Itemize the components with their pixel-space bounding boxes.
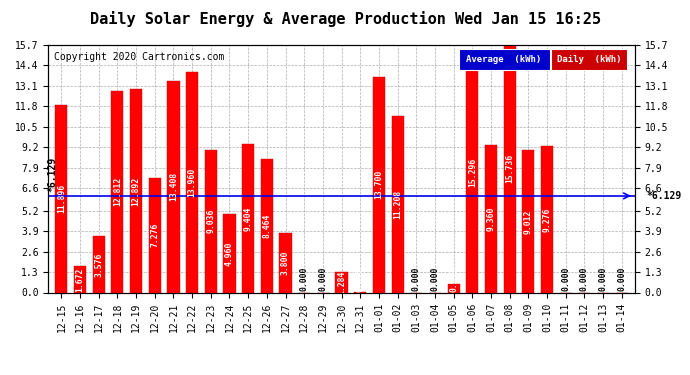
- Text: 11.896: 11.896: [57, 184, 66, 213]
- Text: 0.000: 0.000: [299, 267, 308, 291]
- Text: 0.548: 0.548: [449, 267, 458, 292]
- Text: 13.408: 13.408: [169, 172, 178, 201]
- Text: 0.016: 0.016: [356, 267, 365, 292]
- Bar: [74, 266, 86, 292]
- Text: 11.208: 11.208: [393, 189, 402, 219]
- Text: 0.000: 0.000: [561, 267, 570, 291]
- Text: 0.000: 0.000: [598, 267, 608, 291]
- Bar: [205, 150, 217, 292]
- Text: 9.360: 9.360: [486, 207, 495, 231]
- Text: 13.700: 13.700: [375, 170, 384, 199]
- Bar: [522, 150, 534, 292]
- Text: 0.000: 0.000: [412, 267, 421, 291]
- Bar: [111, 90, 124, 292]
- Text: 12.892: 12.892: [132, 176, 141, 206]
- Bar: [168, 81, 179, 292]
- Bar: [149, 178, 161, 292]
- Bar: [261, 159, 273, 292]
- Text: Average  (kWh): Average (kWh): [466, 55, 542, 64]
- Bar: [186, 72, 198, 292]
- Bar: [373, 76, 385, 292]
- Bar: [55, 105, 68, 292]
- Text: Copyright 2020 Cartronics.com: Copyright 2020 Cartronics.com: [55, 53, 224, 62]
- Bar: [466, 51, 478, 292]
- Text: 0.000: 0.000: [318, 267, 327, 291]
- Text: *6.129: *6.129: [47, 157, 57, 192]
- FancyBboxPatch shape: [551, 49, 627, 70]
- Text: 1.672: 1.672: [75, 267, 85, 291]
- Bar: [242, 144, 254, 292]
- Text: 1.284: 1.284: [337, 270, 346, 295]
- Bar: [224, 214, 235, 292]
- FancyBboxPatch shape: [459, 49, 550, 70]
- Text: 4.960: 4.960: [225, 241, 234, 266]
- Bar: [541, 146, 553, 292]
- Text: 0.000: 0.000: [431, 267, 440, 291]
- Text: *6.129: *6.129: [647, 191, 682, 201]
- Text: 9.012: 9.012: [524, 209, 533, 234]
- Text: 9.276: 9.276: [542, 207, 551, 232]
- Text: 8.464: 8.464: [262, 214, 271, 238]
- Text: 7.276: 7.276: [150, 223, 159, 248]
- Bar: [448, 284, 460, 292]
- Text: 12.812: 12.812: [113, 177, 122, 206]
- Bar: [504, 44, 515, 292]
- Bar: [92, 236, 105, 292]
- Text: 3.576: 3.576: [95, 252, 103, 276]
- Text: 0.000: 0.000: [618, 267, 627, 291]
- Bar: [335, 272, 348, 292]
- Text: 9.404: 9.404: [244, 206, 253, 231]
- Text: Daily  (kWh): Daily (kWh): [557, 55, 621, 64]
- Text: 9.036: 9.036: [206, 209, 215, 234]
- Text: Daily Solar Energy & Average Production Wed Jan 15 16:25: Daily Solar Energy & Average Production …: [90, 11, 600, 27]
- Text: 3.800: 3.800: [281, 251, 290, 275]
- Text: 15.296: 15.296: [468, 157, 477, 186]
- Bar: [391, 116, 404, 292]
- Bar: [130, 89, 142, 292]
- Bar: [485, 145, 497, 292]
- Bar: [279, 232, 292, 292]
- Text: 15.736: 15.736: [505, 154, 514, 183]
- Text: 13.960: 13.960: [188, 168, 197, 197]
- Text: 0.000: 0.000: [580, 267, 589, 291]
